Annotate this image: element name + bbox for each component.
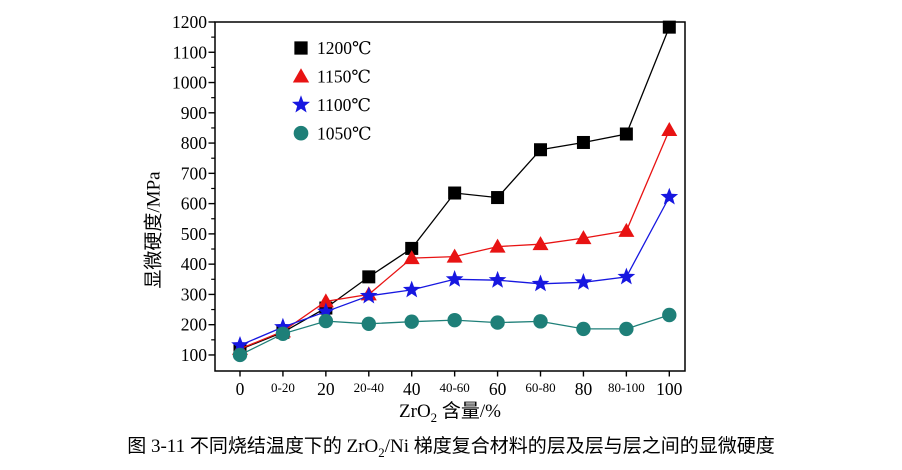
marker-1050c — [361, 316, 376, 331]
marker-1050c — [404, 314, 419, 329]
marker-1100c — [359, 286, 378, 304]
x-axis-title-sub: 2 — [430, 409, 438, 425]
y-tick-label: 300 — [181, 284, 208, 304]
x-tick-label-minor: 80-100 — [608, 380, 645, 395]
x-tick-label-minor: 0-20 — [271, 380, 295, 395]
marker-1150c — [618, 222, 635, 237]
legend-label-1150c: 1150℃ — [317, 67, 371, 87]
figure-caption: 图 3-11 不同烧结温度下的 ZrO2/Ni 梯度复合材料的层及层与层之间的显… — [0, 431, 902, 461]
x-axis-title-pre: ZrO — [399, 401, 431, 422]
y-tick-label: 400 — [181, 254, 208, 274]
marker-1100c — [274, 317, 292, 335]
y-axis-title: 显微硬度/MPa — [139, 171, 166, 288]
marker-1050c — [232, 347, 248, 363]
legend-marker-1200c — [294, 41, 308, 55]
marker-1050c — [490, 315, 505, 330]
marker-1200c — [662, 20, 676, 34]
marker-1100c — [617, 267, 636, 285]
marker-1150c — [661, 122, 678, 137]
marker-1100c — [574, 273, 593, 290]
y-tick-label: 200 — [181, 315, 208, 335]
legend: 1200℃ 1150℃ 1100℃ 1050℃ — [317, 38, 372, 143]
legend-marker-1100c — [292, 95, 310, 113]
y-tick-label: 700 — [181, 163, 208, 183]
marker-1200c — [534, 143, 548, 157]
y-tick-label: 600 — [181, 194, 208, 214]
figure-caption-pre: 图 3-11 不同烧结温度下的 ZrO — [127, 436, 379, 457]
marker-1150c — [403, 250, 420, 265]
y-tick-label: 800 — [181, 133, 208, 153]
marker-1100c — [488, 270, 507, 288]
x-tick-label-major: 40 — [403, 379, 421, 399]
marker-1200c — [491, 191, 505, 205]
figure-caption-post: /Ni 梯度复合材料的层及层与层之间的显微硬度 — [384, 436, 775, 457]
x-tick-label-major: 60 — [489, 379, 507, 399]
y-tick-label: 1100 — [173, 42, 208, 62]
y-axis-title-text: 显微硬度/MPa — [143, 171, 165, 289]
marker-1100c — [445, 270, 464, 287]
x-tick-label-major: 100 — [656, 379, 683, 399]
marker-1050c — [318, 313, 334, 329]
marker-1100c — [402, 280, 421, 298]
marker-1100c — [317, 302, 335, 320]
x-axis-title-post: 含量/% — [437, 401, 501, 422]
marker-1050c — [662, 307, 677, 323]
y-tick-label: 100 — [181, 345, 208, 365]
marker-1150c — [446, 248, 463, 263]
marker-1200c — [362, 270, 376, 284]
marker-1100c — [531, 274, 550, 292]
marker-1200c — [576, 135, 590, 149]
legend-marker-1050c — [293, 125, 309, 141]
legend-label-1100c: 1100℃ — [317, 95, 371, 115]
marker-1100c — [231, 336, 249, 353]
figure-caption-sub: 2 — [378, 444, 385, 460]
marker-1150c — [489, 238, 506, 253]
x-tick-label-minor: 40-60 — [439, 380, 469, 395]
legend-label-1050c: 1050℃ — [317, 123, 372, 143]
marker-1050c — [533, 314, 548, 329]
x-tick-label-major: 80 — [575, 379, 593, 399]
x-tick-label-minor: 60-80 — [525, 380, 555, 395]
y-tick-label: 1000 — [172, 73, 207, 93]
plot-border — [214, 21, 686, 372]
y-tick-label: 900 — [181, 103, 208, 123]
marker-1050c — [447, 312, 462, 328]
legend-marker-1150c — [292, 68, 310, 83]
x-tick-label-major: 20 — [317, 379, 335, 399]
marker-1150c — [575, 230, 592, 245]
y-tick-label: 1200 — [172, 12, 207, 32]
x-axis-title: ZrO2 含量/% — [215, 396, 685, 426]
marker-1050c — [619, 321, 634, 337]
legend-label-1200c: 1200℃ — [317, 38, 372, 58]
x-tick-label-minor: 20-40 — [354, 380, 384, 395]
x-tick-label-major: 0 — [236, 379, 245, 399]
marker-1200c — [619, 127, 633, 141]
marker-1150c — [532, 236, 549, 251]
marker-1200c — [405, 241, 419, 255]
y-tick-label: 500 — [181, 224, 208, 244]
marker-1150c — [317, 293, 334, 308]
marker-1050c — [576, 321, 591, 337]
marker-1050c — [275, 326, 291, 341]
marker-1200c — [448, 186, 462, 200]
marker-1100c — [660, 187, 679, 205]
